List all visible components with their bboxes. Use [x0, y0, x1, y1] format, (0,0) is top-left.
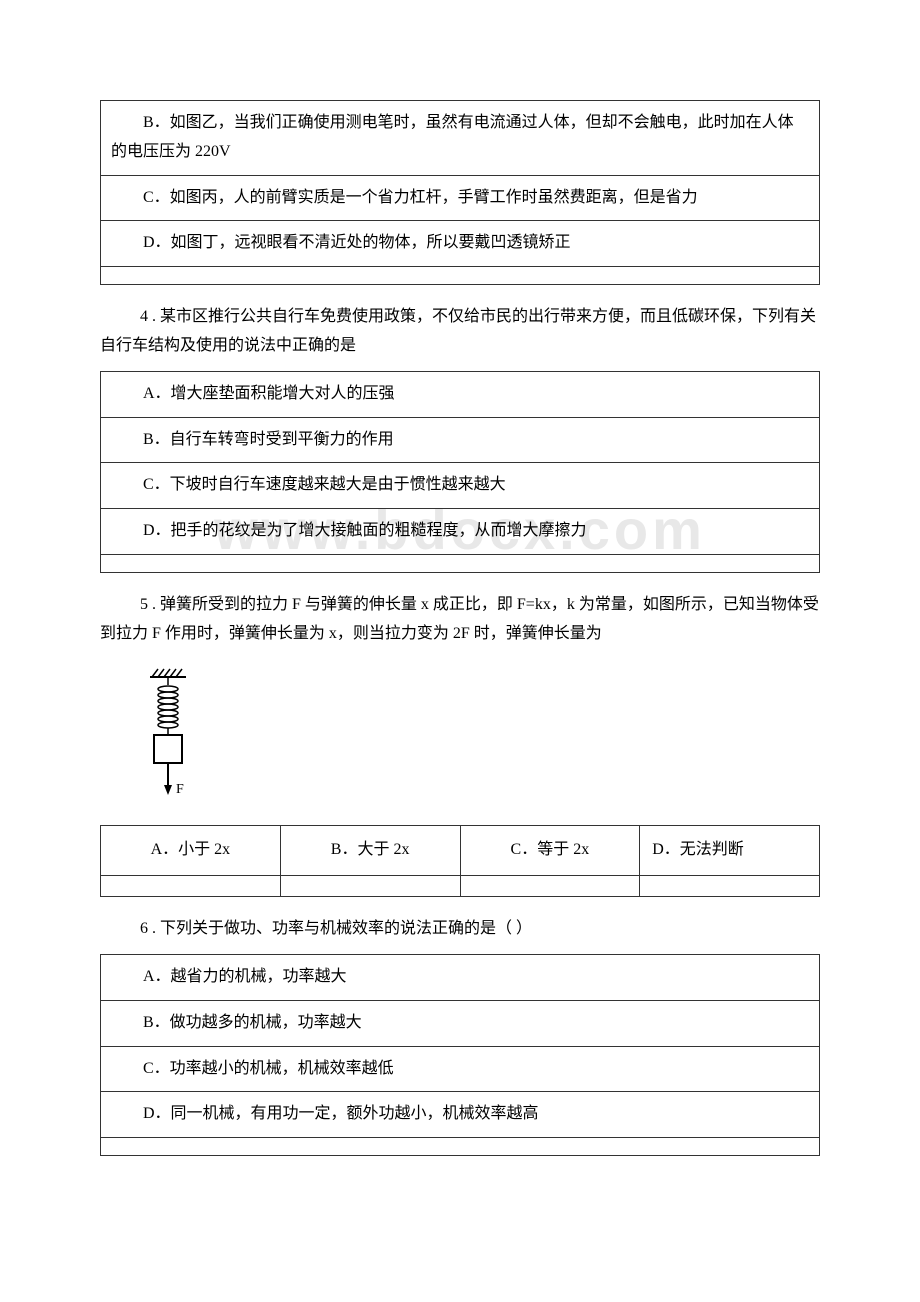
q6-option-c: C．功率越小的机械，机械效率越低	[101, 1046, 820, 1092]
q4-option-c: C．下坡时自行车速度越来越大是由于惯性越来越大	[101, 463, 820, 509]
q5-empty-c	[460, 876, 640, 897]
q3-option-c: C．如图丙，人的前臂实质是一个省力杠杆，手臂工作时虽然费距离，但是省力	[101, 175, 820, 221]
q3-option-d: D．如图丁，远视眼看不清近处的物体，所以要戴凹透镜矫正	[101, 221, 820, 267]
q5-option-b: B．大于 2x	[280, 826, 460, 876]
q5-option-c: C．等于 2x	[460, 826, 640, 876]
q4-option-d: D．把手的花纹是为了增大接触面的粗糙程度，从而增大摩擦力	[101, 509, 820, 555]
q5-empty-d	[640, 876, 820, 897]
q5-options-table: A．小于 2x B．大于 2x C．等于 2x D．无法判断	[100, 825, 820, 897]
q6-option-a: A．越省力的机械，功率越大	[101, 954, 820, 1000]
q5-empty-a	[101, 876, 281, 897]
q3-options-table: B．如图乙，当我们正确使用测电笔时，虽然有电流通过人体，但却不会触电，此时加在人…	[100, 100, 820, 285]
q4-option-a: A．增大座垫面积能增大对人的压强	[101, 371, 820, 417]
q4-empty-row	[101, 554, 820, 572]
q6-option-d: D．同一机械，有用功一定，额外功越小，机械效率越高	[101, 1092, 820, 1138]
q4-option-b: B．自行车转弯时受到平衡力的作用	[101, 417, 820, 463]
q5-stem: 5 . 弹簧所受到的拉力 F 与弹簧的伸长量 x 成正比，即 F=kx，k 为常…	[100, 591, 820, 649]
q5-option-a: A．小于 2x	[101, 826, 281, 876]
spring-diagram: F	[140, 667, 196, 807]
q5-option-d: D．无法判断	[640, 826, 820, 876]
q3-empty-row	[101, 267, 820, 285]
q4-options-table: A．增大座垫面积能增大对人的压强 B．自行车转弯时受到平衡力的作用 C．下坡时自…	[100, 371, 820, 573]
q6-option-b: B．做功越多的机械，功率越大	[101, 1000, 820, 1046]
q5-empty-b	[280, 876, 460, 897]
q6-empty-row	[101, 1138, 820, 1156]
force-label: F	[176, 782, 184, 797]
q3-option-b: B．如图乙，当我们正确使用测电笔时，虽然有电流通过人体，但却不会触电，此时加在人…	[101, 101, 820, 176]
q6-options-table: A．越省力的机械，功率越大 B．做功越多的机械，功率越大 C．功率越小的机械，机…	[100, 954, 820, 1156]
q6-stem: 6 . 下列关于做功、功率与机械效率的说法正确的是（ ）	[100, 915, 820, 944]
q4-stem: 4 . 某市区推行公共自行车免费使用政策，不仅给市民的出行带来方便，而且低碳环保…	[100, 303, 820, 361]
